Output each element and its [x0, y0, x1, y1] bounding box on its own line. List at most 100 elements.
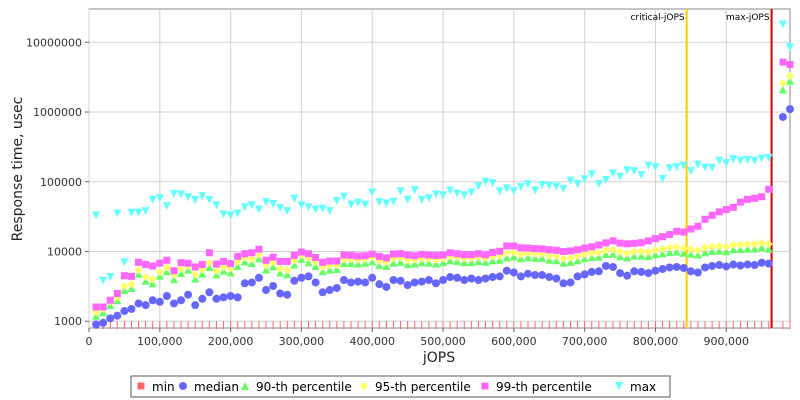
median-point — [679, 263, 688, 272]
max-point — [481, 177, 490, 186]
max-point — [396, 187, 405, 196]
median-point — [538, 271, 547, 280]
max-point — [573, 179, 582, 188]
90-th-percentile-point — [332, 265, 341, 274]
95-th-percentile-point — [786, 71, 794, 80]
99-th-percentile-point — [595, 241, 603, 249]
90-th-percentile-point — [495, 255, 504, 264]
max-point — [177, 190, 186, 199]
max-point — [701, 163, 710, 172]
90-th-percentile-point — [311, 261, 320, 270]
legend-label-max: max — [630, 380, 656, 394]
95-th-percentile-point — [665, 243, 674, 252]
median-point — [113, 311, 122, 320]
95-th-percentile-point — [693, 246, 702, 255]
max-point — [616, 172, 625, 181]
legend-label-95-th-percentile: 95-th percentile — [375, 380, 471, 394]
99-th-percentile-point — [474, 250, 482, 258]
90-th-percentile-point — [283, 270, 292, 279]
median-point — [686, 267, 695, 276]
max-point — [750, 156, 759, 165]
median-point — [134, 299, 143, 308]
95-th-percentile-point — [516, 250, 525, 259]
max-point — [198, 192, 207, 201]
x-tick-label: 200,000 — [208, 335, 254, 348]
max-point — [283, 207, 292, 216]
max-point — [106, 273, 115, 282]
99-th-percentile-point — [411, 252, 419, 260]
median-point — [325, 286, 334, 295]
90-th-percentile-point — [467, 258, 476, 267]
median-point — [205, 288, 214, 297]
90-th-percentile-point — [736, 245, 745, 254]
95-th-percentile-point — [672, 243, 681, 252]
legend-marker-max — [615, 382, 623, 390]
99-th-percentile-point — [510, 242, 518, 250]
max-point — [559, 184, 568, 193]
99-th-percentile-point — [404, 251, 412, 259]
max-point — [332, 196, 341, 205]
max-point — [127, 208, 136, 217]
max-point — [403, 195, 412, 204]
max-point — [630, 167, 639, 176]
max-point — [623, 166, 632, 175]
legend-label-99-th-percentile: 99-th percentile — [496, 380, 592, 394]
median-point — [757, 258, 766, 267]
max-point — [757, 154, 766, 163]
99-th-percentile-point — [644, 237, 652, 245]
95-th-percentile-point — [630, 247, 639, 256]
90-th-percentile-point — [672, 247, 681, 256]
99-th-percentile-point — [198, 261, 206, 269]
99-th-percentile-point — [588, 243, 596, 251]
90-th-percentile-point — [318, 267, 327, 276]
90-th-percentile-point — [778, 85, 787, 94]
median-point — [453, 273, 462, 282]
median-point — [658, 265, 667, 274]
95-th-percentile-point — [686, 245, 695, 254]
90-th-percentile-point — [722, 247, 731, 256]
median-point — [559, 279, 568, 288]
max-point — [219, 210, 228, 219]
99-th-percentile-point — [149, 262, 157, 270]
90-th-percentile-point — [233, 261, 242, 270]
median-point — [361, 278, 370, 287]
99-th-percentile-point — [503, 242, 511, 250]
90-th-percentile-point — [205, 262, 214, 271]
max-point — [531, 186, 540, 195]
99-th-percentile-point — [220, 257, 228, 265]
axis-ticks: 0 100,000 200,000 300,000 400,000 500,000 600,… — [26, 36, 749, 348]
99-th-percentile-point — [262, 256, 270, 264]
median-point — [262, 286, 271, 295]
max-point — [233, 209, 242, 218]
99-th-percentile-point — [552, 246, 560, 254]
max-point — [460, 191, 469, 200]
95-th-percentile-point — [778, 79, 787, 88]
data-points — [92, 20, 794, 330]
max-point — [240, 203, 249, 212]
99-th-percentile-point — [659, 233, 667, 241]
95-th-percentile-point — [424, 254, 433, 263]
median-point — [616, 269, 625, 278]
90-th-percentile-point — [177, 269, 186, 278]
90-th-percentile-point — [679, 248, 688, 257]
max-point — [538, 180, 547, 189]
median-point — [524, 269, 533, 278]
99-th-percentile-point — [439, 251, 447, 259]
x-tick-label: 0 — [86, 335, 93, 348]
x-tick-label: 900,000 — [704, 335, 750, 348]
median-point — [672, 262, 681, 271]
max-point — [708, 163, 717, 172]
max-point — [715, 156, 724, 165]
90-th-percentile-point — [502, 253, 511, 262]
99-th-percentile-point — [687, 225, 695, 233]
99-th-percentile-point — [184, 259, 192, 267]
max-point — [361, 200, 370, 209]
x-tick-label: 700,000 — [562, 335, 608, 348]
90-th-percentile-point — [729, 245, 738, 254]
median-point — [502, 266, 511, 275]
median-point — [283, 290, 292, 299]
max-point — [382, 199, 391, 208]
max-point — [247, 201, 256, 210]
max-point — [269, 199, 278, 208]
